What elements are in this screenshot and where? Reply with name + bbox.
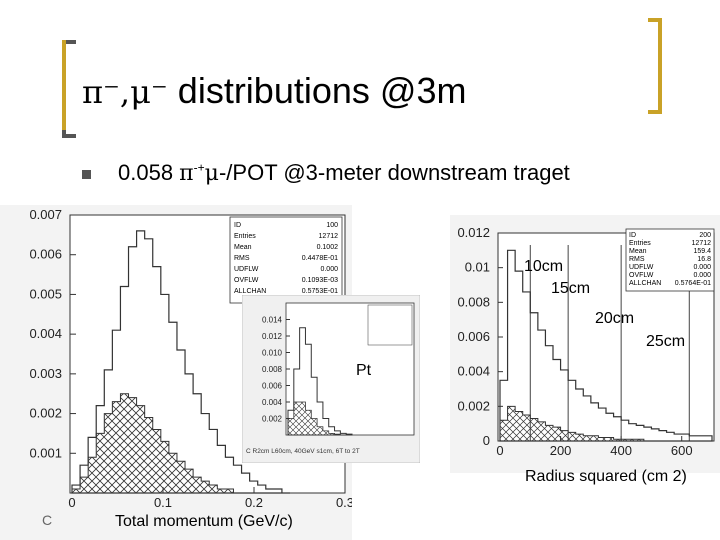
left-xtick-label: 0.2 bbox=[245, 495, 263, 510]
svg-text:Mean: Mean bbox=[629, 248, 647, 255]
radius-cut-label: 25cm bbox=[646, 333, 686, 350]
left-stat-ovflw: 0.1093E-03 bbox=[302, 277, 338, 284]
radius-histogram-total bbox=[499, 249, 713, 442]
left-ytick-label: 0.007 bbox=[29, 207, 62, 222]
slide-title: π⁻,μ⁻ distributions @3m bbox=[82, 70, 466, 112]
left-ytick-label: 0.004 bbox=[29, 326, 62, 341]
bullet-prefix: 0.058 bbox=[118, 160, 180, 185]
bullet-suffix: -/POT @3-meter downstream traget bbox=[218, 160, 570, 185]
inset-ytick-label: 0.004 bbox=[262, 398, 283, 407]
pt-stats-box bbox=[367, 304, 413, 346]
momentum-xlabel: Total momentum (GeV/c) bbox=[115, 513, 293, 530]
right-ytick-label: 0.008 bbox=[457, 294, 490, 309]
right-stat-ovflw: 0.000 bbox=[693, 272, 711, 279]
radius-cut-label: 20cm bbox=[595, 310, 635, 327]
title-greek: π⁻,μ⁻ bbox=[82, 73, 168, 111]
svg-text:ID: ID bbox=[234, 222, 241, 229]
pt-label: Pt bbox=[356, 362, 372, 379]
left-xtick-label: 0.1 bbox=[154, 495, 172, 510]
svg-text:ALLCHAN: ALLCHAN bbox=[629, 280, 661, 287]
inset-ytick-label: 0.012 bbox=[262, 332, 283, 341]
svg-text:RMS: RMS bbox=[234, 255, 250, 262]
radius-cut-label: 10cm bbox=[524, 258, 564, 275]
right-ytick-label: 0.004 bbox=[457, 364, 490, 379]
svg-text:UDFLW: UDFLW bbox=[234, 266, 259, 273]
left-stat-entries: 12712 bbox=[319, 233, 339, 240]
bullet-marker bbox=[82, 170, 91, 179]
right-xtick-label: 200 bbox=[550, 443, 572, 458]
left-stat-mean: 0.1002 bbox=[317, 244, 339, 251]
left-ytick-label: 0.006 bbox=[29, 247, 62, 262]
momentum-stats-box: ID 100 Entries 12712 Mean 0.1002 RMS 0.4478E… bbox=[229, 216, 343, 304]
right-stat-id: 200 bbox=[699, 232, 711, 239]
left-stat-rms: 0.4478E-01 bbox=[302, 255, 338, 262]
svg-text:Entries: Entries bbox=[629, 240, 651, 247]
right-stat-allchan: 0.5764E-01 bbox=[675, 280, 711, 287]
title-bracket-left-accent bbox=[62, 40, 66, 130]
svg-text:RMS: RMS bbox=[629, 256, 645, 263]
right-stat-udflw: 0.000 bbox=[693, 264, 711, 271]
right-ytick-label: 0.006 bbox=[457, 329, 490, 344]
pt-histogram-hatched bbox=[287, 401, 352, 436]
inset-ytick-label: 0.006 bbox=[262, 382, 283, 391]
right-stat-rms: 16.8 bbox=[697, 256, 711, 263]
left-stat-allchan: 0.5753E-01 bbox=[302, 288, 338, 295]
corner-label: C bbox=[42, 512, 53, 528]
right-stat-entries: 12712 bbox=[692, 240, 712, 247]
svg-text:Entries: Entries bbox=[234, 233, 256, 240]
title-text: distributions @3m bbox=[177, 70, 467, 111]
inset-ytick-label: 0.014 bbox=[262, 316, 283, 325]
left-ytick-label: 0.002 bbox=[29, 406, 62, 421]
svg-text:ID: ID bbox=[629, 232, 636, 239]
svg-text:ALLCHAN: ALLCHAN bbox=[234, 288, 266, 295]
left-stat-id: 100 bbox=[326, 222, 338, 229]
radius-xlabel: Radius squared (cm 2) bbox=[525, 468, 687, 485]
bullet-pi: π bbox=[179, 161, 194, 186]
momentum-plot: 0.001 0.002 0.003 0.004 0.005 0.006 0.007 0 0.1… bbox=[0, 205, 352, 540]
svg-text:OVFLW: OVFLW bbox=[234, 277, 259, 284]
right-ytick-label: 0.012 bbox=[457, 225, 490, 240]
right-xtick-label: 400 bbox=[610, 443, 632, 458]
momentum-histogram-total bbox=[71, 230, 290, 494]
radius-plot: 0 0.002 0.004 0.006 0.008 0.01 0.012 0 200 400 60… bbox=[450, 215, 720, 473]
right-ytick-label: 0.01 bbox=[465, 260, 490, 275]
inset-ytick-label: 0.010 bbox=[262, 349, 283, 358]
momentum-histogram-hatched bbox=[71, 393, 290, 494]
left-xtick-label: 0.3 bbox=[336, 495, 352, 510]
inset-ytick-label: 0.008 bbox=[262, 365, 283, 374]
right-stat-mean: 159.4 bbox=[693, 248, 711, 255]
pt-inset-plot: 0.002 0.004 0.006 0.008 0.010 0.012 0.014 C R2… bbox=[242, 295, 420, 463]
right-ytick-label: 0 bbox=[483, 433, 490, 448]
svg-text:Mean: Mean bbox=[234, 244, 252, 251]
right-xtick-label: 0 bbox=[496, 443, 503, 458]
pt-histogram-total bbox=[287, 327, 353, 436]
inset-ytick-label: 0.002 bbox=[262, 415, 283, 424]
radius-cut-label: 15cm bbox=[551, 280, 591, 297]
bullet-text: 0.058 π-+μ-/POT @3-meter downstream trag… bbox=[118, 160, 570, 186]
left-ytick-label: 0.005 bbox=[29, 286, 62, 301]
bullet-mu: μ bbox=[204, 161, 219, 186]
right-ytick-label: 0.002 bbox=[457, 398, 490, 413]
left-ytick-label: 0.001 bbox=[29, 445, 62, 460]
radius-histogram-hatched bbox=[499, 405, 712, 442]
left-xtick-label: 0 bbox=[68, 495, 75, 510]
title-bracket-right bbox=[648, 18, 662, 114]
pt-inset-footer: C R2cm L60cm, 40GeV s1cm, 6T to 2T bbox=[246, 448, 360, 455]
radius-stats-box: ID 200 Entries 12712 Mean 159.4 RMS 16.8 UDF… bbox=[625, 228, 715, 292]
left-stat-udflw: 0.000 bbox=[320, 266, 338, 273]
bullet-mid: -+ bbox=[193, 160, 205, 175]
right-xtick-label: 600 bbox=[671, 443, 693, 458]
svg-text:UDFLW: UDFLW bbox=[629, 264, 654, 271]
left-ytick-label: 0.003 bbox=[29, 366, 62, 381]
svg-text:OVFLW: OVFLW bbox=[629, 272, 654, 279]
